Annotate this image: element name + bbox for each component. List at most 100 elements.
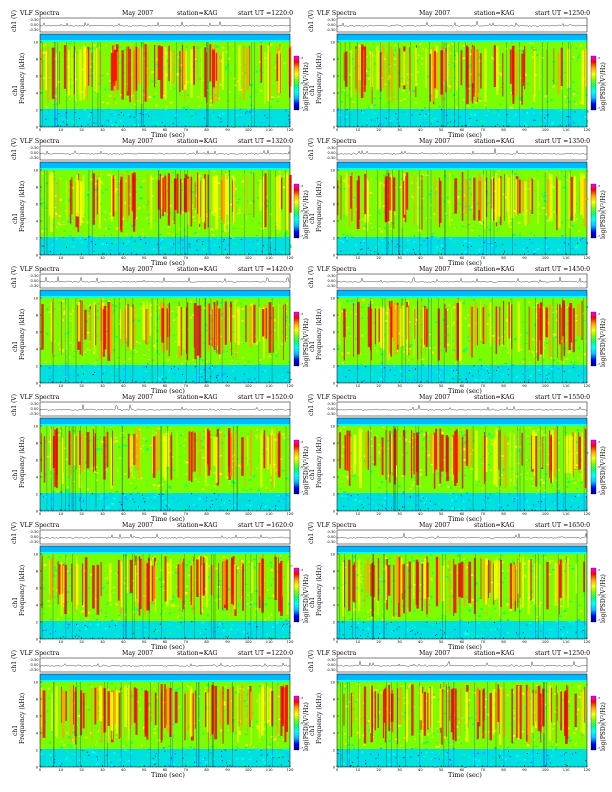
spectrum-cell	[255, 467, 258, 470]
spectrum-cell	[514, 243, 516, 246]
spectrum-cell	[152, 312, 155, 315]
noise-dot	[391, 240, 393, 242]
emission-streak	[393, 177, 396, 212]
time-axis-label: Time (sec)	[151, 259, 185, 267]
spectrum-cell	[379, 238, 382, 240]
spectrum-cell	[156, 330, 159, 332]
emission-streak	[41, 304, 44, 350]
noise-dot	[563, 242, 565, 244]
spectrum-cell	[497, 300, 500, 302]
spectrum-cell	[506, 50, 508, 52]
noise-dot	[466, 378, 467, 380]
emission-streak	[466, 47, 469, 105]
spectrum-cell	[347, 94, 349, 97]
emission-streak	[168, 45, 170, 81]
waveform-trace	[39, 404, 291, 411]
spectrum-cell	[84, 351, 87, 353]
spectrum-cell	[494, 362, 496, 364]
upper-band	[40, 162, 290, 168]
freq-tick-label: 4	[333, 219, 336, 223]
spectrum-cell	[252, 67, 255, 70]
noise-dot	[201, 376, 203, 378]
spectrum-cell	[381, 239, 384, 242]
noise-dot	[224, 248, 226, 250]
spectrum-cell	[48, 379, 50, 381]
chart-station: station=KAG	[177, 266, 218, 273]
spectrum-cell	[200, 370, 203, 372]
spectrum-cell	[546, 366, 549, 368]
chart-start-ut: start UT =1250:0	[535, 10, 591, 17]
emission-streak	[140, 47, 143, 104]
spectrum-cell	[119, 457, 121, 459]
noise-dot	[363, 380, 365, 382]
spectrum-cell	[377, 232, 381, 234]
spectrum-cell	[415, 318, 418, 322]
spectrum-cell	[152, 507, 156, 509]
spectrum-cell	[206, 102, 209, 105]
emission-streak	[486, 177, 488, 217]
time-tick-label: 60	[460, 384, 465, 388]
spectrum-cell	[285, 326, 287, 329]
spectrum-cell	[95, 319, 98, 321]
spectrum-cell	[576, 50, 578, 53]
noise-dot	[217, 374, 219, 376]
spectrum-cell	[531, 326, 534, 329]
spectrum-cell	[431, 116, 433, 118]
time-tick-label: 20	[376, 384, 381, 388]
spectrum-cell	[210, 203, 213, 206]
spectrum-cell	[208, 363, 210, 365]
spectrum-cell	[218, 220, 220, 222]
spectrum-cell	[240, 114, 243, 116]
spectrum-cell	[134, 179, 138, 181]
spectrum-cell	[457, 196, 460, 199]
spectrum-cell	[421, 122, 424, 125]
spectrum-cell	[532, 56, 535, 59]
emission-streak	[568, 172, 570, 229]
spectrum-cell	[436, 380, 439, 382]
band-edge	[337, 296, 587, 298]
spectrum-cell	[464, 379, 468, 381]
spectrum-cell	[461, 225, 464, 227]
spectrum-cell	[535, 339, 537, 341]
noise-dot	[192, 380, 194, 382]
emission-streak	[190, 51, 191, 84]
spectrum-cell	[491, 334, 495, 337]
spectrum-cell	[501, 210, 503, 212]
spectrum-cell	[280, 343, 283, 345]
spectrum-cell	[192, 314, 196, 316]
emission-streak	[146, 309, 149, 345]
spectrum-cell	[470, 177, 472, 180]
spectrum-cell	[112, 349, 115, 352]
spectrum-cell	[127, 238, 129, 240]
ch-axis-tick: -0.30	[326, 156, 336, 160]
spectrum-cell	[394, 49, 397, 52]
ch-axis-tick: 0.00	[327, 151, 336, 155]
spectrum-cell	[122, 236, 124, 239]
spectrum-cell	[184, 484, 188, 487]
emission-streak	[258, 307, 261, 342]
spectrum-cell	[554, 79, 556, 82]
spectrum-cell	[515, 113, 517, 115]
time-tick-label: 10	[356, 384, 361, 388]
spectrum-cell	[184, 235, 186, 237]
noise-dot	[396, 118, 398, 120]
spectrum-cell	[566, 179, 568, 181]
spectrum-cell	[567, 322, 569, 325]
noise-dot	[174, 117, 176, 119]
ch-axis-tick: -0.30	[29, 412, 39, 416]
emission-streak	[350, 50, 352, 98]
upper-band	[337, 34, 587, 40]
spectrum-cell	[533, 46, 535, 49]
spectrum-cell	[278, 171, 281, 173]
spectrum-cell	[55, 177, 58, 179]
noise-dot	[411, 114, 413, 116]
spectrum-cell	[439, 343, 441, 346]
spectrum-cell	[48, 77, 51, 79]
spectrum-cell	[444, 326, 447, 329]
spectrum-cell	[288, 109, 290, 111]
emission-streak	[577, 303, 581, 337]
spectrum-cell	[449, 52, 451, 55]
spectrum-cell	[83, 359, 85, 362]
spectrum-cell	[455, 95, 457, 98]
spectrum-cell	[110, 113, 114, 116]
